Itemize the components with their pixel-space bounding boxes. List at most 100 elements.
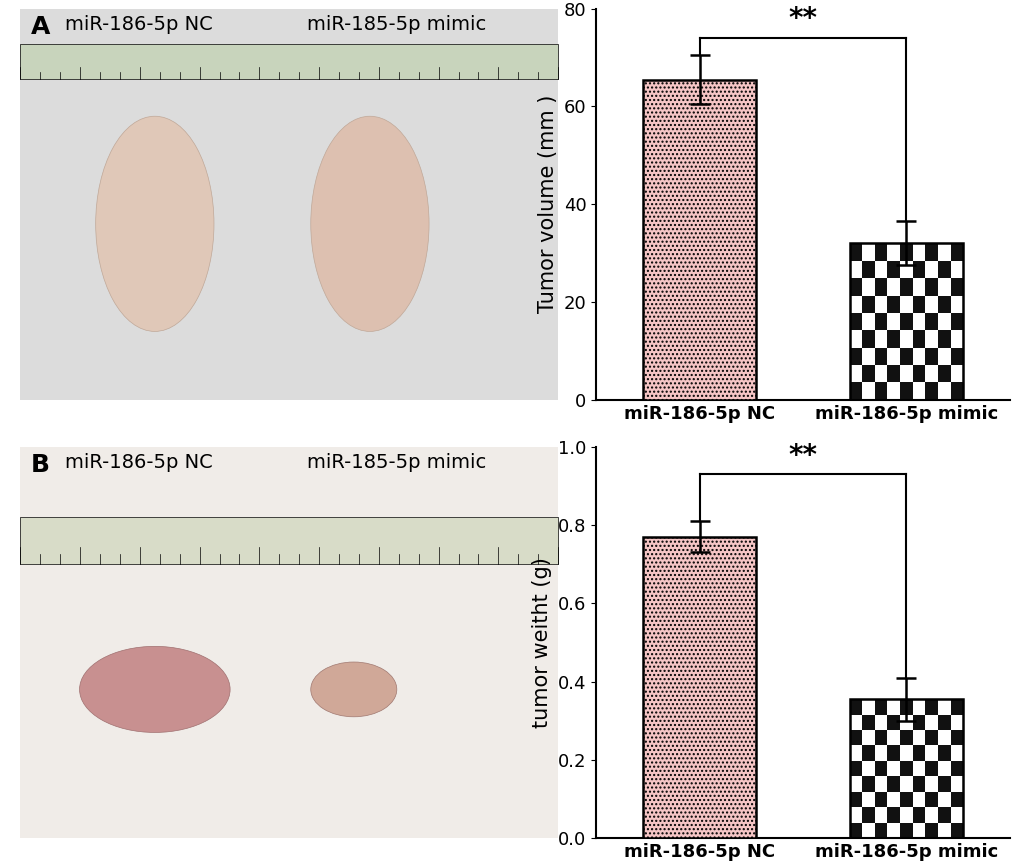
Bar: [849, 699, 962, 838]
Bar: [899, 823, 912, 838]
Bar: [861, 278, 874, 295]
Bar: [937, 383, 950, 400]
Bar: [899, 244, 912, 261]
Bar: [887, 365, 899, 383]
Text: miR-185-5p mimic: miR-185-5p mimic: [307, 15, 486, 34]
Bar: [20, 44, 557, 79]
Bar: [899, 295, 912, 313]
Bar: [642, 79, 756, 400]
Bar: [924, 699, 937, 715]
Bar: [861, 807, 874, 823]
Bar: [912, 791, 924, 807]
Bar: [912, 278, 924, 295]
Bar: [861, 365, 874, 383]
Bar: [924, 278, 937, 295]
Bar: [899, 261, 912, 278]
Bar: [874, 295, 887, 313]
Bar: [861, 730, 874, 746]
Bar: [874, 761, 887, 777]
Bar: [642, 537, 756, 838]
Bar: [912, 823, 924, 838]
Bar: [937, 347, 950, 365]
Bar: [874, 313, 887, 330]
Bar: [849, 823, 861, 838]
Bar: [849, 295, 861, 313]
Bar: [874, 791, 887, 807]
Y-axis label: Tumor volume (mm ): Tumor volume (mm ): [538, 95, 557, 314]
Text: B: B: [32, 453, 50, 477]
Bar: [950, 313, 962, 330]
Bar: [849, 330, 861, 347]
Ellipse shape: [79, 646, 230, 733]
Bar: [912, 365, 924, 383]
Bar: [937, 699, 950, 715]
Bar: [899, 383, 912, 400]
Bar: [912, 261, 924, 278]
Bar: [950, 278, 962, 295]
Bar: [887, 715, 899, 730]
Bar: [912, 699, 924, 715]
Bar: [924, 365, 937, 383]
Text: A: A: [32, 15, 51, 39]
Bar: [950, 295, 962, 313]
Bar: [899, 330, 912, 347]
Bar: [861, 347, 874, 365]
Bar: [887, 746, 899, 761]
Bar: [887, 244, 899, 261]
Bar: [849, 278, 861, 295]
Bar: [861, 715, 874, 730]
Bar: [849, 699, 861, 715]
Bar: [924, 330, 937, 347]
Bar: [887, 295, 899, 313]
Bar: [912, 715, 924, 730]
Bar: [899, 365, 912, 383]
Text: **: **: [788, 5, 816, 33]
Ellipse shape: [311, 117, 429, 332]
Bar: [924, 730, 937, 746]
Bar: [874, 261, 887, 278]
Bar: [950, 261, 962, 278]
Text: miR-185-5p mimic: miR-185-5p mimic: [307, 453, 486, 472]
Bar: [937, 261, 950, 278]
Bar: [950, 730, 962, 746]
Bar: [924, 823, 937, 838]
Bar: [874, 715, 887, 730]
Bar: [950, 347, 962, 365]
Bar: [924, 383, 937, 400]
Text: miR-186-5p NC: miR-186-5p NC: [65, 453, 212, 472]
Bar: [937, 278, 950, 295]
Bar: [849, 261, 861, 278]
Bar: [924, 313, 937, 330]
Bar: [874, 244, 887, 261]
Bar: [912, 777, 924, 791]
Bar: [861, 244, 874, 261]
Bar: [849, 347, 861, 365]
Bar: [924, 777, 937, 791]
Bar: [912, 730, 924, 746]
Bar: [849, 244, 962, 400]
Text: miR-186-5p NC: miR-186-5p NC: [65, 15, 212, 34]
Bar: [887, 823, 899, 838]
Bar: [887, 777, 899, 791]
Bar: [861, 777, 874, 791]
Bar: [861, 823, 874, 838]
Bar: [849, 244, 861, 261]
Bar: [899, 746, 912, 761]
Bar: [861, 761, 874, 777]
Bar: [937, 365, 950, 383]
Bar: [849, 777, 861, 791]
Bar: [861, 295, 874, 313]
Bar: [899, 777, 912, 791]
Bar: [924, 295, 937, 313]
Bar: [950, 746, 962, 761]
Bar: [861, 791, 874, 807]
Bar: [849, 791, 861, 807]
Bar: [874, 730, 887, 746]
Bar: [887, 278, 899, 295]
Bar: [924, 746, 937, 761]
Bar: [924, 347, 937, 365]
Bar: [937, 746, 950, 761]
Bar: [861, 261, 874, 278]
Bar: [849, 807, 861, 823]
Bar: [887, 730, 899, 746]
